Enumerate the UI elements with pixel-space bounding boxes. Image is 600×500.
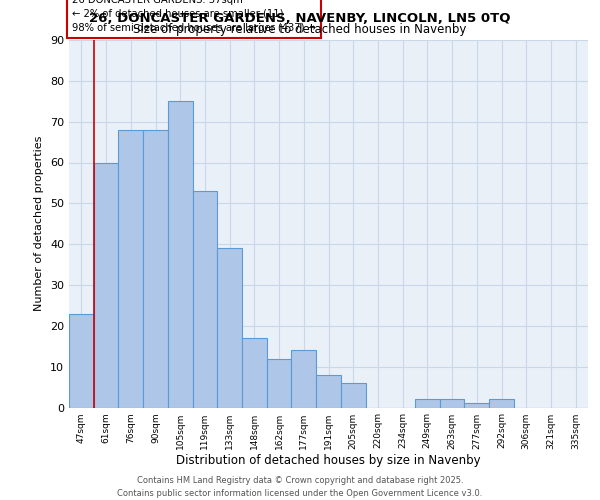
Text: Contains HM Land Registry data © Crown copyright and database right 2025.
Contai: Contains HM Land Registry data © Crown c… xyxy=(118,476,482,498)
Bar xyxy=(464,404,489,407)
Bar xyxy=(94,162,118,408)
Bar xyxy=(489,400,514,407)
Text: 26, DONCASTER GARDENS, NAVENBY, LINCOLN, LN5 0TQ: 26, DONCASTER GARDENS, NAVENBY, LINCOLN,… xyxy=(89,12,511,26)
Bar xyxy=(292,350,316,408)
Bar xyxy=(316,375,341,408)
Bar xyxy=(440,400,464,407)
Bar xyxy=(217,248,242,408)
Bar xyxy=(267,358,292,408)
Bar xyxy=(415,400,440,407)
Bar xyxy=(341,383,365,407)
Y-axis label: Number of detached properties: Number of detached properties xyxy=(34,136,44,312)
Text: Size of property relative to detached houses in Navenby: Size of property relative to detached ho… xyxy=(133,22,467,36)
Bar xyxy=(118,130,143,407)
Bar xyxy=(143,130,168,407)
Bar xyxy=(168,101,193,408)
X-axis label: Distribution of detached houses by size in Navenby: Distribution of detached houses by size … xyxy=(176,454,481,468)
Bar xyxy=(193,191,217,408)
Text: 26 DONCASTER GARDENS: 57sqm
← 2% of detached houses are smaller (11)
98% of semi: 26 DONCASTER GARDENS: 57sqm ← 2% of deta… xyxy=(71,0,316,32)
Bar xyxy=(69,314,94,408)
Bar xyxy=(242,338,267,407)
